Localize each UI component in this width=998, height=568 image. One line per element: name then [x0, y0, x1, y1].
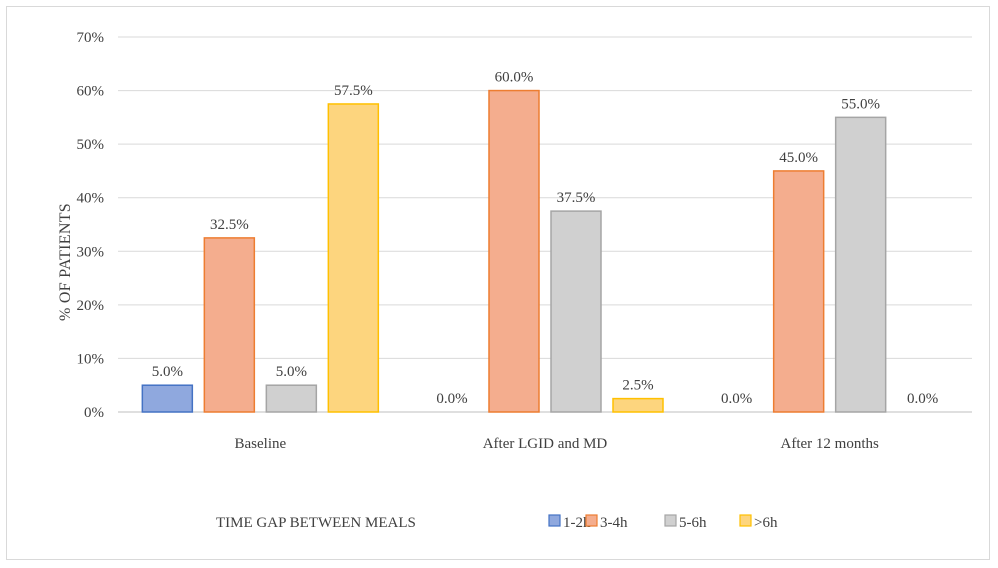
legend-swatch [739, 514, 752, 527]
bar [772, 170, 825, 413]
gridlines [118, 36, 972, 413]
data-label: 55.0% [841, 96, 880, 112]
y-tick-label: 60% [77, 84, 105, 100]
legend-label: 5-6h [679, 515, 707, 531]
x-tick-label: Baseline [235, 436, 287, 452]
x-tick-label: After LGID and MD [483, 436, 608, 452]
bar [203, 237, 256, 413]
legend-items: 1-2h 3-4h 5-6h >6h [548, 514, 778, 531]
y-tick-label: 10% [77, 351, 105, 367]
bar [550, 210, 602, 413]
y-axis-title: % OF PATIENTS [57, 203, 74, 321]
data-label: 60.0% [495, 70, 534, 86]
data-label: 5.0% [276, 364, 307, 380]
bar [327, 103, 380, 413]
legend-swatch [585, 514, 598, 527]
data-labels: 5.0% 32.5% 5.0% 57.5% 0.0% 60.0% 37.5% 2.5% 0.0%… [152, 70, 939, 407]
y-tick-label: 40% [77, 191, 105, 207]
data-label: 32.5% [210, 217, 249, 233]
legend-swatch [664, 514, 677, 527]
legend: TIME GAP BETWEEN MEALS 1-2h 3-4h 5-6h >6h [216, 514, 778, 531]
bar [488, 89, 540, 413]
data-label: 37.5% [557, 190, 596, 206]
y-tick-label: 50% [77, 137, 105, 153]
legend-swatch [548, 514, 561, 527]
legend-label: 1-2h [563, 515, 591, 531]
y-tick-label: 0% [84, 405, 104, 421]
x-tick-label: After 12 months [781, 436, 879, 452]
y-tick-label: 70% [77, 30, 105, 46]
data-label: 0.0% [436, 391, 467, 407]
bar [612, 397, 664, 413]
data-label: 0.0% [907, 391, 938, 407]
data-label: 57.5% [334, 83, 373, 99]
data-label: 0.0% [721, 391, 752, 407]
data-label: 5.0% [152, 364, 183, 380]
y-tick-label: 30% [77, 244, 105, 260]
bar [834, 116, 887, 413]
y-axis-tick-labels: 0% 10% 20% 30% 40% 50% 60% 70% [77, 30, 105, 421]
y-tick-label: 20% [77, 298, 105, 314]
x-axis-tick-labels: Baseline After LGID and MD After 12 months [235, 436, 879, 452]
bar [265, 384, 318, 413]
bar [141, 384, 194, 413]
legend-label: >6h [754, 515, 778, 531]
bars [141, 89, 887, 413]
legend-title: TIME GAP BETWEEN MEALS [216, 515, 416, 531]
data-label: 2.5% [622, 378, 653, 394]
legend-label: 3-4h [600, 515, 628, 531]
data-label: 45.0% [779, 150, 818, 166]
